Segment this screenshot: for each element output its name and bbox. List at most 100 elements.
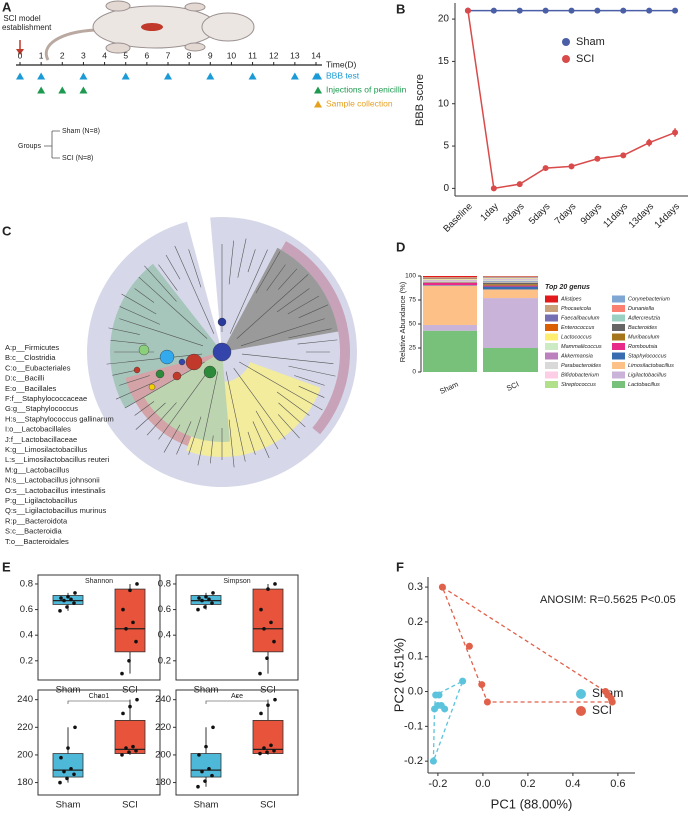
- group-label: Sham (N=8): [62, 128, 100, 135]
- event-label: SCI model establishment: [2, 14, 52, 32]
- y-tick-label: -0.1: [404, 720, 423, 732]
- tree-branch: [239, 361, 275, 383]
- y-tick-label: 0.0: [408, 685, 423, 697]
- data-point: [59, 596, 63, 600]
- clade-legend: H:s__Staphylococcus gallinarum: [5, 414, 114, 423]
- x-tick-label: 0.0: [475, 778, 490, 790]
- day-label: 11: [248, 50, 257, 60]
- data-point: [65, 776, 69, 781]
- day-label: 6: [144, 50, 149, 60]
- tree-branch: [197, 410, 210, 466]
- clade-legend: G:g__Staphylococcus: [5, 404, 78, 413]
- tree-branch: [165, 254, 181, 280]
- tree-branch: [277, 268, 298, 290]
- day-label: 5: [123, 50, 128, 60]
- tree-branch: [246, 249, 268, 298]
- data-point: [204, 594, 208, 599]
- legend-label: Bacteroides: [628, 325, 657, 331]
- tree-branch: [115, 379, 161, 400]
- data-point: [568, 163, 575, 170]
- data-point: [265, 750, 269, 754]
- clade-legend: P:g__Ligilactobacillus: [5, 496, 77, 505]
- x-tick-label: Sham: [438, 379, 460, 395]
- significance-bracket: [67, 700, 131, 704]
- data-point: [66, 594, 70, 599]
- data-point: [620, 7, 627, 14]
- box: [252, 719, 284, 754]
- x-tick-label: 5days: [527, 201, 553, 227]
- bar-segment: [423, 285, 477, 325]
- data-point: [608, 698, 616, 706]
- tree-branch: [278, 402, 306, 428]
- legend-marker: [562, 55, 570, 63]
- legend-label: Muribaculum: [628, 334, 660, 340]
- legend-swatch: [545, 314, 558, 322]
- clade-legend: B:c__Clostridia: [5, 353, 56, 362]
- legend-label: Ligilactobacillus: [628, 372, 667, 378]
- data-point: [542, 7, 549, 14]
- tree-branch: [287, 295, 320, 315]
- legend-marker: [314, 86, 322, 94]
- y-tick-label: 0.1: [408, 651, 423, 663]
- legend-swatch: [545, 324, 558, 331]
- x-tick-label: SCI: [505, 379, 520, 392]
- data-point: [620, 152, 627, 159]
- tree-branch: [174, 245, 198, 298]
- data-point: [69, 766, 73, 771]
- tree-branch: [119, 375, 150, 386]
- data-point: [58, 609, 62, 613]
- legend-label: Romboutsia: [628, 344, 657, 350]
- data-point: [207, 766, 211, 771]
- data-point: [131, 744, 135, 749]
- x-tick-label: Baseline: [441, 201, 475, 235]
- tree-branch: [276, 288, 310, 313]
- day-label: 13: [290, 50, 300, 60]
- y-tick-label: 180: [155, 777, 171, 788]
- data-point: [211, 591, 215, 595]
- tree-branch: [277, 414, 300, 439]
- y-tick-label: 0.4: [158, 630, 171, 641]
- bar-segment: [483, 289, 538, 299]
- data-point: [131, 620, 135, 625]
- data-point: [269, 743, 273, 748]
- data-point: [211, 725, 215, 730]
- legend-marker: [562, 38, 570, 46]
- tree-branch: [146, 402, 177, 436]
- tree-branch: [288, 328, 332, 339]
- legend-label: SCI: [576, 53, 594, 65]
- clade-legend: L:s__Limosilactobacillus reuteri: [5, 455, 110, 464]
- data-point: [258, 751, 262, 756]
- tree-branch: [255, 251, 281, 294]
- legend-swatch: [612, 381, 625, 388]
- legend-label: Mammaliicoccus: [561, 344, 602, 350]
- x-tick-label: 0.6: [610, 778, 625, 790]
- clade-legend: N:s__Lactobacillus johnsonii: [5, 476, 100, 485]
- data-point: [646, 7, 653, 14]
- group-label: SCI (N=8): [62, 155, 93, 162]
- legend-label: Bifidobacterium: [561, 372, 599, 378]
- clade-legend: C:o__Eubacteriales: [5, 363, 71, 372]
- significance-label: *: [236, 695, 239, 702]
- panel-label: F: [396, 559, 404, 574]
- data-point: [483, 698, 491, 706]
- clade-node: [155, 369, 165, 379]
- y-tick-label: 0.2: [408, 616, 423, 628]
- data-point: [204, 744, 208, 749]
- data-point: [135, 582, 139, 586]
- y-tick-label: -0.2: [404, 755, 423, 767]
- bar-segment: [483, 280, 538, 282]
- tree-branch: [110, 339, 147, 345]
- legend-swatch: [612, 343, 625, 350]
- clade-node: [172, 371, 182, 381]
- event-marker: [79, 72, 88, 80]
- tree-branch: [241, 353, 282, 359]
- data-point: [210, 773, 214, 778]
- tree-branch: [228, 419, 235, 468]
- day-label: 2: [60, 50, 65, 60]
- box: [252, 588, 284, 653]
- y-tick-label: 20: [438, 14, 450, 25]
- series-line: [467, 10, 676, 190]
- tree-branch: [278, 318, 325, 334]
- legend-label: Dunaniella: [628, 306, 654, 312]
- legend-label: Lactococcus: [561, 334, 592, 340]
